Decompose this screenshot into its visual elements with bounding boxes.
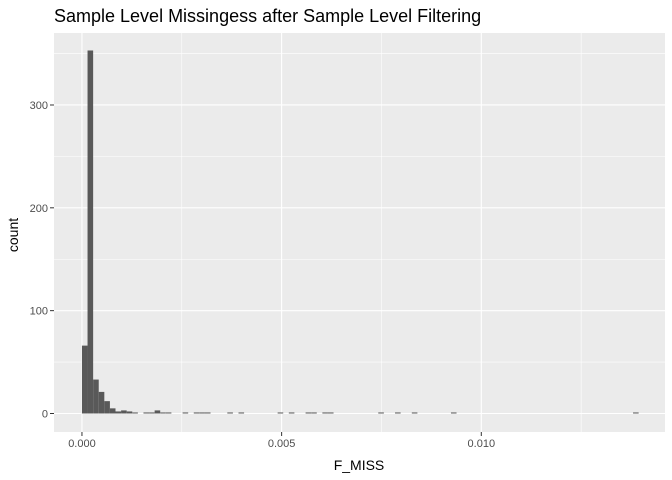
histogram-bar [115, 411, 122, 414]
x-axis-title: F_MISS [334, 457, 385, 473]
histogram-bar [143, 412, 150, 414]
histogram-bar [121, 410, 127, 414]
histogram-bar [154, 410, 161, 414]
y-axis: 0 100 200 300 [30, 100, 54, 420]
histogram-bar [182, 412, 189, 414]
histogram-bar [109, 408, 116, 414]
y-tick-label: 100 [30, 306, 48, 318]
grid-minor [54, 33, 665, 432]
y-tick-label: 200 [30, 203, 48, 215]
histogram-bar [378, 412, 384, 414]
histogram-bar [126, 411, 133, 414]
chart-title: Sample Level Missingess after Sample Lev… [54, 6, 481, 26]
histogram-bar [165, 412, 172, 414]
histogram-bar [81, 345, 88, 414]
histogram-bar [227, 412, 233, 414]
histogram-bar [277, 412, 284, 414]
histogram-bar [104, 401, 110, 414]
x-tick-label: 0.005 [268, 438, 296, 450]
y-tick-label: 300 [30, 100, 48, 112]
histogram-bar [395, 412, 401, 414]
histogram-bar [98, 391, 105, 414]
histogram-bar [322, 412, 328, 414]
histogram-bar [160, 412, 166, 414]
y-axis-title: count [5, 218, 21, 252]
histogram-bar [411, 412, 418, 414]
histogram-bar [238, 412, 245, 414]
x-axis: 0.000 0.005 0.010 [68, 432, 495, 450]
histogram-bar [204, 412, 211, 414]
histogram-bar [288, 412, 295, 414]
histogram-bar [327, 412, 334, 414]
plot-panel [54, 33, 665, 432]
y-tick-label: 0 [42, 408, 48, 420]
histogram-bar [193, 412, 200, 414]
histogram-bars [81, 50, 639, 414]
histogram-bar [311, 412, 317, 414]
histogram-bar [132, 412, 138, 414]
histogram-bar [87, 50, 94, 414]
histogram-bar [305, 412, 312, 414]
histogram-bar [199, 412, 205, 414]
histogram-bar [93, 379, 99, 414]
histogram-bar [633, 412, 639, 414]
x-tick-label: 0.000 [68, 438, 96, 450]
histogram-bar [450, 412, 457, 414]
x-tick-label: 0.010 [468, 438, 496, 450]
histogram-bar [149, 412, 155, 414]
